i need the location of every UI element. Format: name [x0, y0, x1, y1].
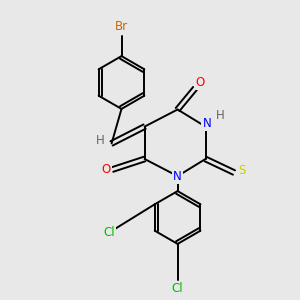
- Text: Cl: Cl: [104, 226, 115, 239]
- Text: Br: Br: [115, 20, 128, 34]
- Text: H: H: [216, 109, 225, 122]
- Text: H: H: [96, 134, 105, 147]
- Text: O: O: [101, 163, 110, 176]
- Text: Cl: Cl: [172, 282, 183, 295]
- Text: N: N: [173, 169, 182, 183]
- Text: S: S: [238, 164, 245, 178]
- Text: O: O: [195, 76, 204, 89]
- Text: N: N: [202, 117, 211, 130]
